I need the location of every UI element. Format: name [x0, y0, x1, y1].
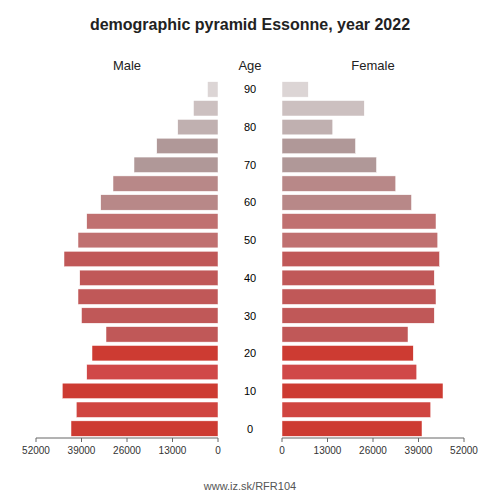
- bar: [282, 176, 396, 191]
- x-tick: [464, 438, 465, 442]
- x-tick: [373, 438, 374, 442]
- bar: [282, 232, 438, 247]
- bar: [282, 251, 440, 266]
- category-label: 40: [244, 272, 256, 284]
- x-tick-label: 13000: [314, 445, 342, 456]
- x-tick-label: 39000: [68, 445, 96, 456]
- x-tick: [127, 438, 128, 442]
- panel-title: Female: [351, 58, 394, 73]
- category-label: 30: [244, 310, 256, 322]
- panel-title: Male: [113, 58, 141, 73]
- annotation: www.iz.sk/RFR104: [203, 480, 296, 492]
- x-tick-label: 52000: [450, 445, 478, 456]
- x-tick: [282, 438, 283, 442]
- bar: [78, 289, 218, 304]
- category-label: 90: [244, 83, 256, 95]
- category-label: 50: [244, 234, 256, 246]
- bar: [282, 402, 431, 417]
- bar: [282, 308, 434, 323]
- bar: [101, 195, 218, 210]
- x-tick: [327, 438, 328, 442]
- bar: [282, 101, 364, 116]
- bar: [282, 327, 408, 342]
- category-label: 60: [244, 196, 256, 208]
- category-label: 80: [244, 121, 256, 133]
- x-tick: [36, 438, 37, 442]
- x-tick-label: 0: [215, 445, 221, 456]
- bar: [87, 364, 218, 379]
- bar: [282, 289, 436, 304]
- bar: [282, 157, 377, 172]
- category-label: 10: [244, 385, 256, 397]
- bar: [87, 214, 218, 229]
- x-tick-label: 39000: [405, 445, 433, 456]
- bar: [282, 345, 413, 360]
- bar: [282, 82, 308, 97]
- bar: [71, 421, 218, 436]
- bar: [282, 270, 434, 285]
- bar: [208, 82, 219, 97]
- x-tick-label: 13000: [159, 445, 187, 456]
- bar: [282, 138, 356, 153]
- bar: [106, 327, 218, 342]
- chart: demographic pyramid Essonne, year 2022 Ma…: [0, 0, 500, 500]
- bar: [282, 195, 412, 210]
- bars: [62, 82, 218, 437]
- x-tick: [418, 438, 419, 442]
- x-tick-label: 52000: [22, 445, 50, 456]
- x-tick-label: 26000: [113, 445, 141, 456]
- x-tick: [218, 438, 219, 442]
- x-tick-label: 26000: [359, 445, 387, 456]
- bar: [282, 383, 443, 398]
- bar: [282, 421, 422, 436]
- bar: [282, 214, 436, 229]
- x-tick-label: 0: [279, 445, 285, 456]
- x-tick: [172, 438, 173, 442]
- bar: [282, 364, 417, 379]
- bar: [282, 119, 333, 134]
- bar: [80, 270, 218, 285]
- bar: [64, 251, 218, 266]
- bar: [76, 402, 218, 417]
- bar: [92, 345, 218, 360]
- x-tick: [81, 438, 82, 442]
- bar: [157, 138, 218, 153]
- bar: [178, 119, 218, 134]
- bar: [82, 308, 219, 323]
- axis-label: Age: [238, 58, 261, 73]
- bar: [62, 383, 218, 398]
- category-label: 0: [247, 423, 253, 435]
- category-label: 20: [244, 347, 256, 359]
- bars: [282, 82, 443, 437]
- title: demographic pyramid Essonne, year 2022: [90, 16, 410, 33]
- bar: [134, 157, 218, 172]
- bar: [113, 176, 218, 191]
- category-label: 70: [244, 159, 256, 171]
- bar: [194, 101, 219, 116]
- bar: [78, 232, 218, 247]
